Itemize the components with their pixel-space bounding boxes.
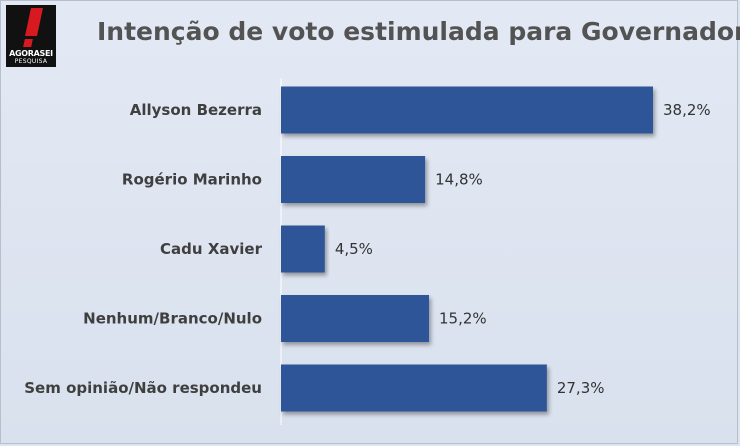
value-label-5: 27,3% xyxy=(557,379,605,397)
category-label-4: Nenhum/Branco/Nulo xyxy=(83,310,262,328)
category-label-5: Sem opinião/Não respondeu xyxy=(24,379,262,397)
value-label-4: 15,2% xyxy=(439,310,487,328)
agorasei-logo: AGORASEI PESQUISA xyxy=(6,5,56,67)
value-label-2: 14,8% xyxy=(435,171,483,189)
logo-sub-text: PESQUISA xyxy=(14,58,48,65)
bar-2 xyxy=(281,156,426,203)
value-label-1: 38,2% xyxy=(663,101,711,119)
logo-brand-text: AGORASEI xyxy=(9,49,53,58)
chart-title: Intenção de voto estimulada para Governa… xyxy=(97,17,740,46)
bar-1 xyxy=(281,86,653,134)
value-label-3: 4,5% xyxy=(335,240,373,258)
category-label-1: Allyson Bezerra xyxy=(130,101,262,119)
bar-4 xyxy=(281,295,430,342)
bar-3 xyxy=(281,225,325,273)
category-label-2: Rogério Marinho xyxy=(122,171,262,189)
bar-5 xyxy=(281,364,547,412)
category-label-3: Cadu Xavier xyxy=(160,240,263,258)
